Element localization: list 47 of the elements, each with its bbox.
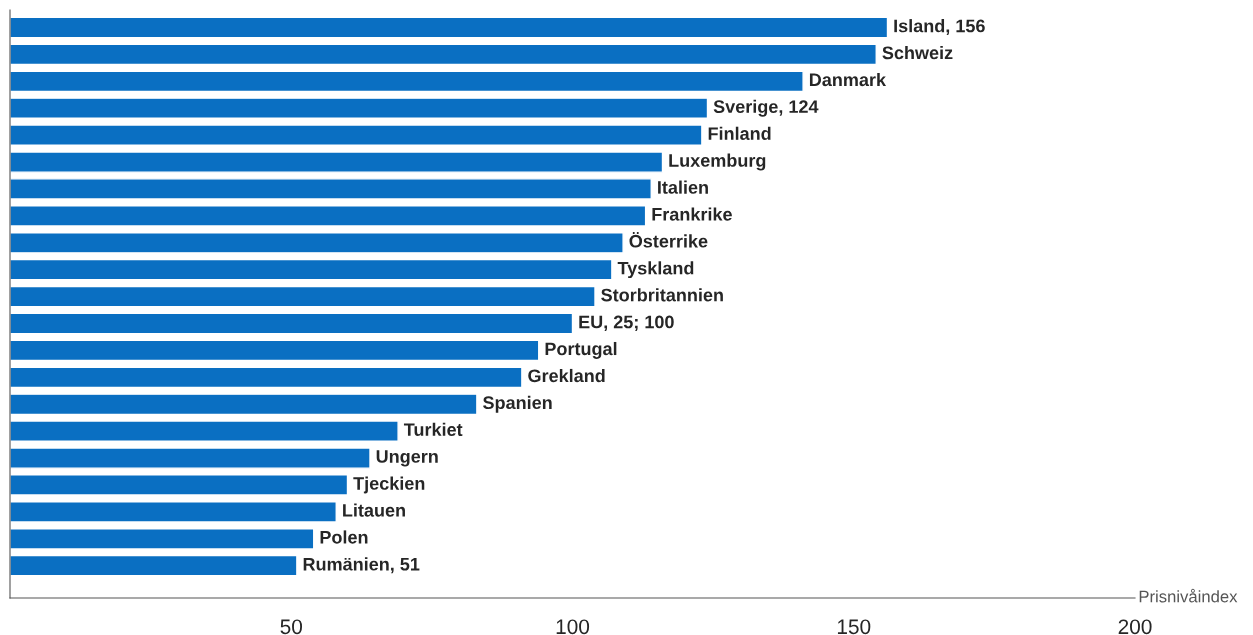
bar	[10, 178, 652, 200]
bar	[10, 501, 337, 523]
y-tick-label: Italien	[658, 180, 708, 194]
y-tick-label: Portugal	[545, 341, 617, 359]
bar	[10, 97, 709, 120]
y-tick-label: Sverige, 124	[713, 99, 819, 117]
y-tick-label: EU, 25; 100	[579, 315, 674, 331]
y-tick-label: Danmark	[809, 72, 887, 87]
x-tick-label: 50	[280, 619, 303, 635]
y-tick-label: Frankrike	[652, 207, 732, 221]
y-tick-label: Luxemburg	[669, 153, 766, 171]
bar	[10, 205, 647, 227]
y-tick-label: Grekland	[528, 368, 605, 383]
bar	[10, 258, 613, 281]
y-tick-label: Island, 156	[894, 19, 985, 35]
bar	[10, 393, 478, 416]
y-tick-label: Litauen	[343, 503, 405, 517]
bar	[10, 474, 349, 496]
bar	[10, 339, 540, 362]
bar	[10, 554, 298, 577]
bar	[10, 124, 703, 146]
bar	[10, 16, 889, 39]
bar	[10, 43, 877, 66]
y-tick-label: Storbritannien	[601, 288, 723, 302]
bar	[10, 231, 624, 254]
y-tick-label: Schweiz	[882, 45, 953, 60]
bar	[10, 447, 371, 469]
y-tick-label: Ungern	[376, 450, 438, 467]
bar	[10, 70, 804, 93]
bar	[10, 285, 596, 308]
x-tick-label: 200	[1118, 619, 1152, 635]
y-tick-label: Spanien	[483, 395, 552, 413]
y-tick-label: Rumänien, 51	[303, 557, 420, 574]
y-tick-label: Österrike	[629, 232, 708, 248]
y-tick-label: Polen	[320, 530, 368, 544]
x-tick-label: 150	[837, 619, 871, 635]
bar	[10, 312, 574, 335]
y-tick-label: Tjeckien	[353, 476, 425, 494]
y-tick-label: Turkiet	[403, 422, 463, 436]
bar	[10, 366, 523, 389]
x-axis-title: Prisnivåindex	[1139, 588, 1238, 603]
bar	[10, 420, 399, 442]
y-tick-label: Finland	[708, 126, 771, 140]
bar	[10, 528, 315, 550]
bar	[10, 151, 664, 173]
x-tick-label: 100	[556, 619, 590, 635]
y-tick-label: Tyskland	[617, 261, 694, 279]
